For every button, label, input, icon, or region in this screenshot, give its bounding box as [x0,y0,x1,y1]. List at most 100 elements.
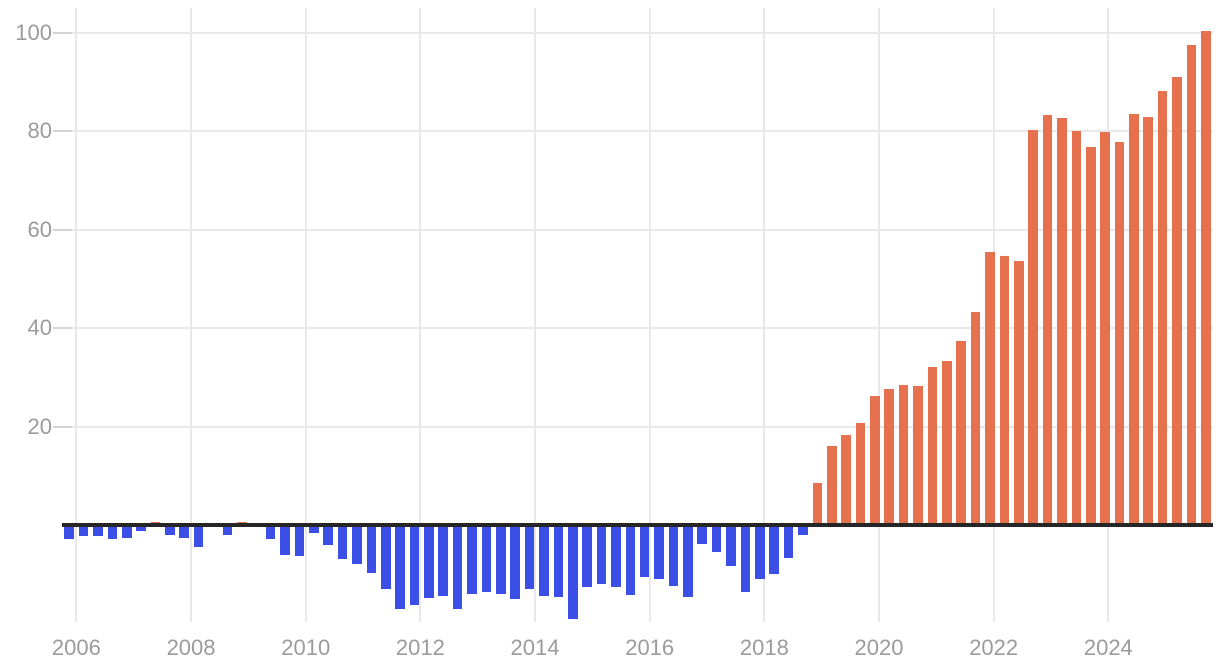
x-gridline [534,8,537,622]
bar-2011-q4[interactable] [409,525,420,606]
bar-2007-q4[interactable] [179,525,190,538]
x-axis-label: 2022 [969,635,1019,660]
bar-2021-q3[interactable] [970,312,981,525]
bar-2023-q3[interactable] [1085,147,1096,525]
bar-2017-q4[interactable] [754,525,765,580]
bar-2014-q3[interactable] [567,525,578,620]
bar-2015-q2[interactable] [611,525,621,588]
bar-2014-q4[interactable] [582,525,592,588]
bar-2007-q3[interactable] [165,525,175,535]
bar-2011-q3[interactable] [395,525,405,610]
bar-2025-q2[interactable] [1186,44,1197,525]
bar-2022-q4[interactable] [1042,115,1053,525]
y-axis-tick [53,130,72,133]
bar-2005-q4[interactable] [64,525,74,540]
bar-2017-q3[interactable] [740,525,751,593]
bar-2006-q3[interactable] [107,525,118,540]
x-gridline [648,8,651,622]
bar-2013-q1[interactable] [481,525,492,593]
x-gridline [190,8,193,622]
bar-2006-q1[interactable] [78,525,89,536]
bar-2016-q1[interactable] [654,525,664,580]
bar-2025-q1[interactable] [1172,77,1182,525]
bar-2010-q4[interactable] [352,525,362,565]
bar-2009-q2[interactable] [265,525,276,540]
bar-2008-q3[interactable] [222,525,233,535]
bar-2017-q2[interactable] [726,525,736,566]
bar-2018-q2[interactable] [783,525,794,559]
bar-2009-q4[interactable] [294,525,305,556]
x-axis-label: 2020 [854,635,904,660]
y-gridline [62,130,1213,133]
bar-2016-q4[interactable] [697,525,708,545]
y-axis-tick [53,327,72,330]
bar-2018-q4[interactable] [812,483,823,525]
bar-2019-q1[interactable] [826,446,837,525]
bar-2016-q2[interactable] [668,525,679,586]
x-axis-label: 2018 [739,635,789,660]
bar-2025-q3[interactable] [1201,31,1211,525]
bar-2011-q1[interactable] [366,525,377,574]
bar-2020-q1[interactable] [884,389,895,525]
bar-2007-q1[interactable] [136,525,146,531]
bar-2021-q2[interactable] [956,341,966,525]
y-axis-tick [53,228,72,231]
bar-2018-q1[interactable] [769,525,779,575]
bar-2021-q4[interactable] [985,252,995,525]
bar-2024-q1[interactable] [1114,142,1125,525]
bar-2020-q4[interactable] [927,367,938,525]
bar-2011-q2[interactable] [380,525,391,589]
bar-2017-q1[interactable] [711,525,722,552]
x-axis-label: 2006 [51,635,101,660]
bar-2009-q3[interactable] [280,525,290,555]
zero-axis-line [62,523,1213,527]
bar-2012-q4[interactable] [467,525,477,595]
x-axis-label: 2010 [281,635,331,660]
bar-2024-q4[interactable] [1157,91,1168,525]
bar-2018-q3[interactable] [798,525,808,535]
bar-2010-q3[interactable] [337,525,348,560]
bar-2020-q2[interactable] [898,384,909,525]
bar-2015-q3[interactable] [625,525,636,595]
y-gridline [62,32,1213,34]
bar-2020-q3[interactable] [913,386,923,525]
bar-2006-q4[interactable] [121,525,132,538]
bar-2015-q1[interactable] [596,525,607,584]
bar-2023-q4[interactable] [1100,132,1110,525]
bar-2019-q2[interactable] [841,434,851,525]
bar-2016-q3[interactable] [683,525,693,597]
bar-2024-q3[interactable] [1143,116,1154,525]
bar-2010-q2[interactable] [323,525,333,546]
y-axis-label: 100 [15,20,52,45]
bar-2014-q1[interactable] [539,525,549,597]
bar-2008-q1[interactable] [193,525,204,548]
x-axis-label: 2024 [1083,635,1133,660]
bar-2013-q2[interactable] [496,525,506,595]
x-gridline [419,8,422,622]
bar-2024-q2[interactable] [1129,113,1139,525]
bar-2022-q1[interactable] [999,255,1010,525]
bar-2019-q3[interactable] [855,422,866,525]
bar-2013-q4[interactable] [524,525,535,589]
bar-2014-q2[interactable] [553,525,564,597]
bar-2012-q3[interactable] [452,525,463,610]
y-gridline [62,425,1213,428]
bar-2019-q4[interactable] [870,396,880,525]
bar-2023-q2[interactable] [1071,130,1082,525]
x-gridline [75,8,78,622]
bar-2006-q2[interactable] [93,525,103,536]
bar-2021-q1[interactable] [942,361,952,525]
x-axis-label: 2012 [395,635,445,660]
x-gridline [763,8,766,622]
bar-2013-q3[interactable] [510,525,520,600]
bar-2022-q3[interactable] [1028,129,1038,525]
bar-2010-q1[interactable] [308,525,319,534]
y-axis-label: 20 [27,413,52,439]
bar-2015-q4[interactable] [639,525,650,577]
x-gridline [304,8,307,622]
bar-2023-q1[interactable] [1057,117,1067,525]
bar-2022-q2[interactable] [1013,260,1024,525]
bar-2012-q2[interactable] [438,525,449,596]
bar-2012-q1[interactable] [424,525,434,599]
